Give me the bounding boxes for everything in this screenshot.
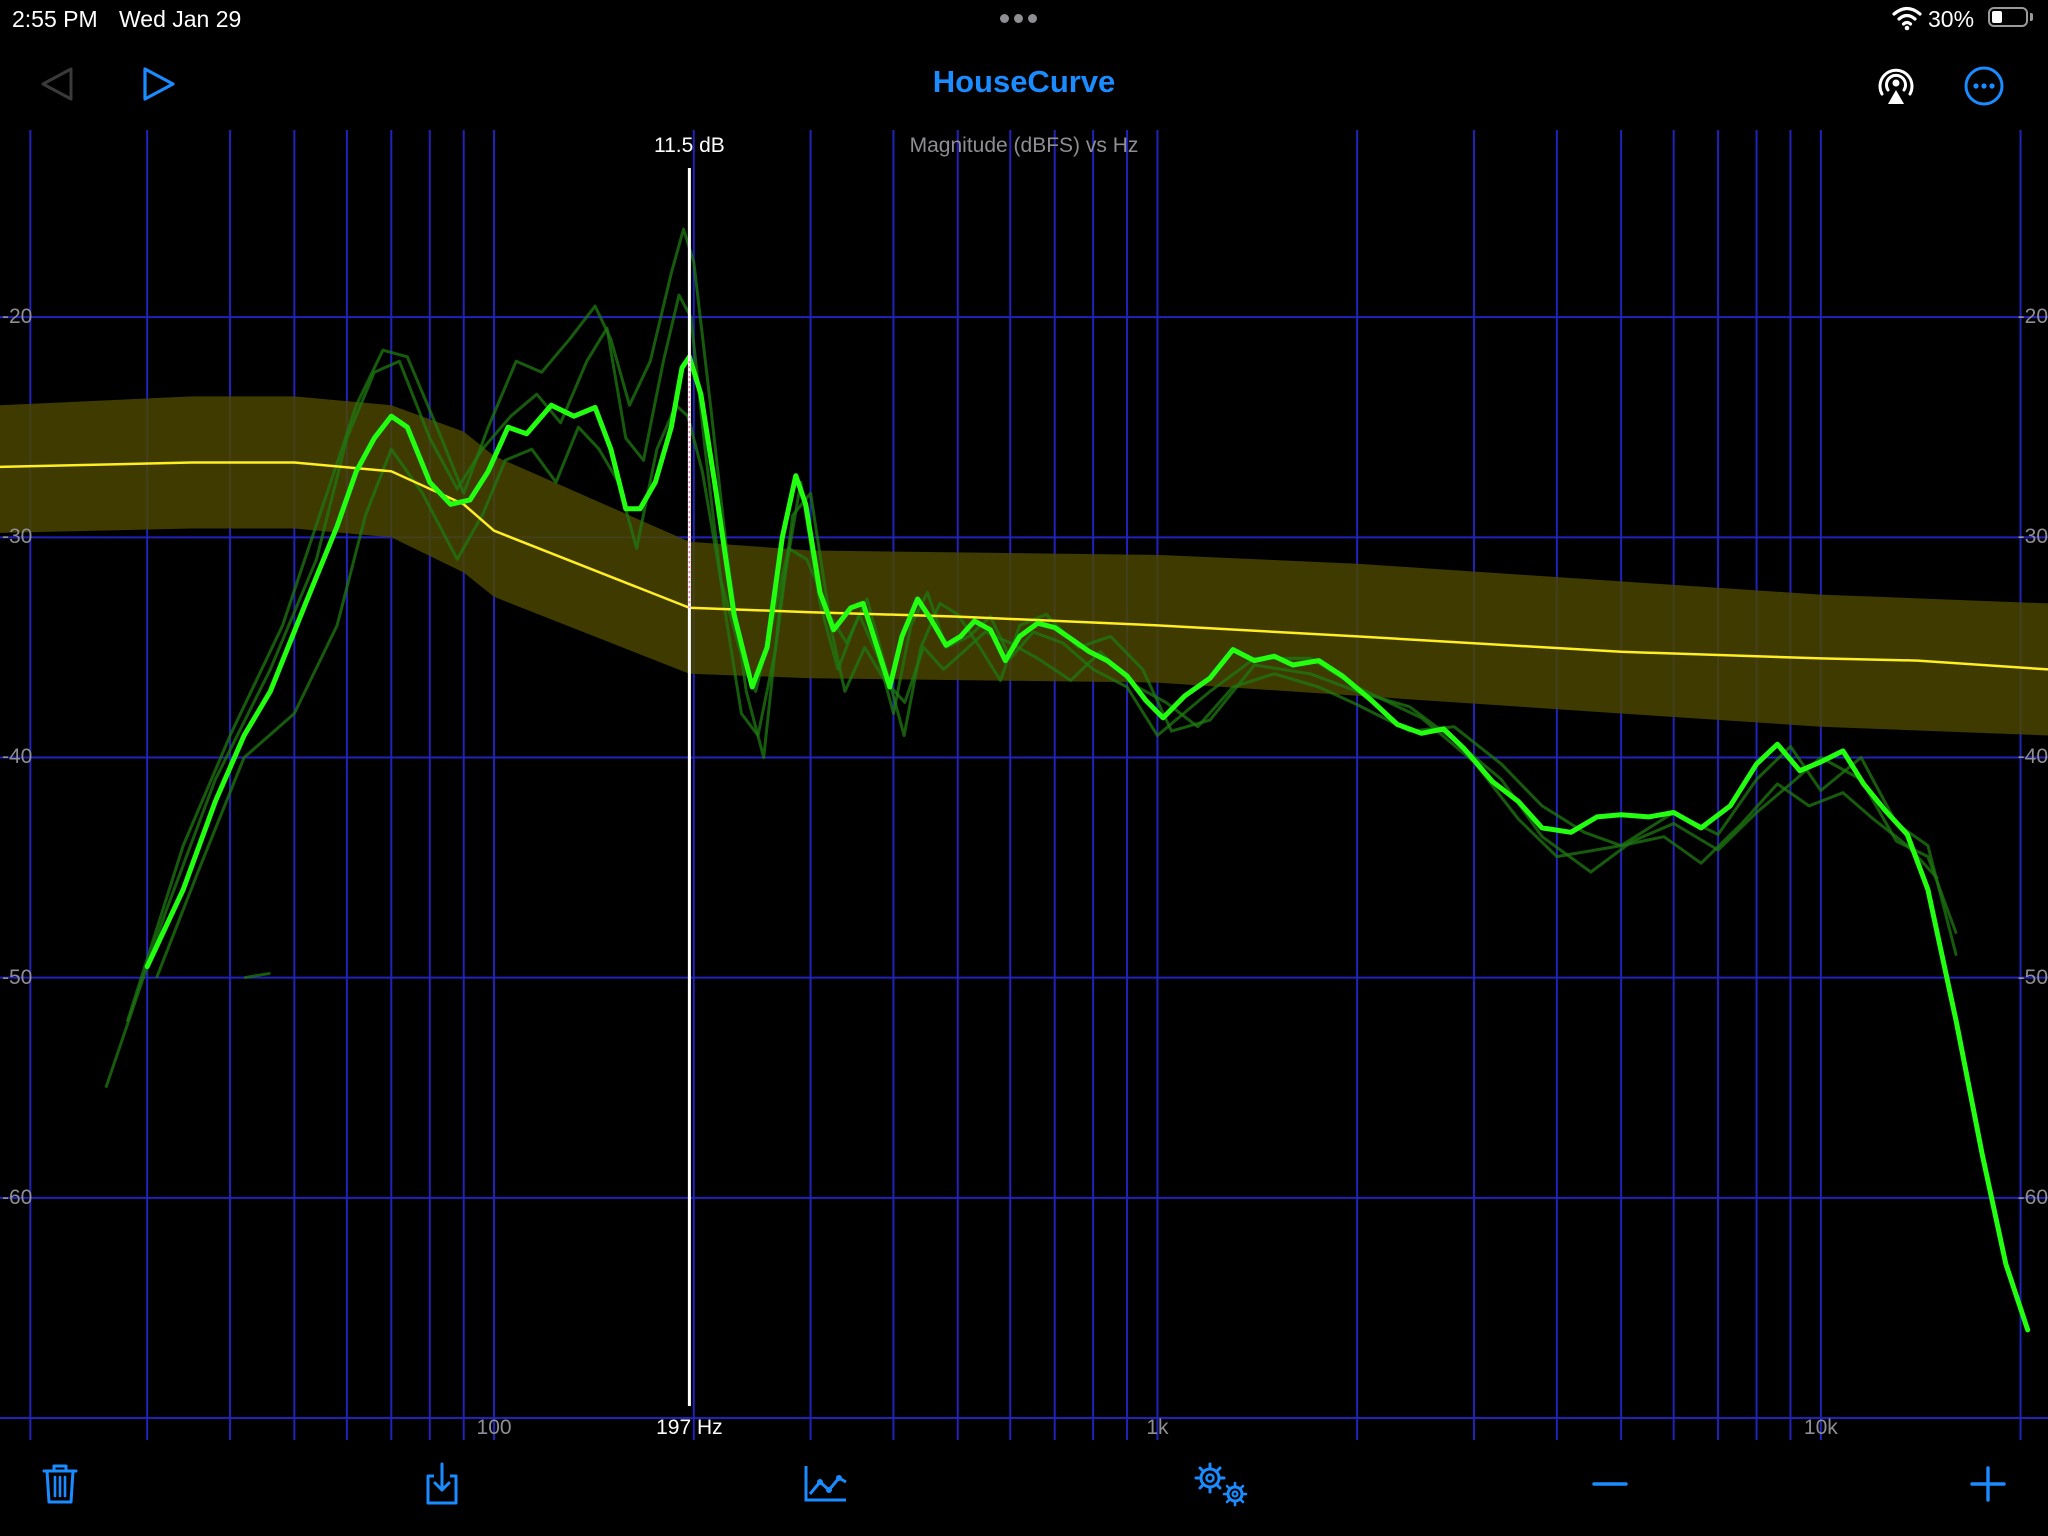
y-tick-label-left: -30 — [2, 525, 33, 549]
magnitude-chart[interactable] — [0, 130, 2048, 1440]
zoom-in-plus-icon[interactable] — [1964, 1460, 2012, 1508]
y-tick-label-left: -20 — [2, 305, 33, 329]
battery-nub — [2030, 13, 2033, 21]
status-bar: 2:55 PM Wed Jan 29 30% — [0, 0, 2048, 40]
target-band — [0, 396, 2048, 736]
target-curve-line — [0, 461, 2048, 671]
airplay-audio-icon[interactable] — [1874, 64, 1918, 108]
x-tick-label: 1k — [1146, 1416, 1169, 1439]
app-title: HouseCurve — [932, 64, 1116, 99]
status-time: 2:55 PM — [12, 6, 98, 32]
y-tick-label-left: -40 — [2, 745, 33, 769]
bottom-toolbar — [0, 1440, 2048, 1536]
y-tick-label-right: -60 — [2017, 1185, 2048, 1209]
play-icon[interactable] — [138, 64, 178, 104]
y-tick-label-right: -40 — [2017, 745, 2048, 769]
measurement-line — [243, 971, 271, 980]
status-date: Wed Jan 29 — [119, 6, 242, 32]
back-triangle-icon[interactable] — [38, 64, 78, 104]
multitasking-dots-icon[interactable] — [1000, 10, 1046, 24]
cursor-hz-label: 197 Hz — [656, 1416, 723, 1439]
average-response-line — [144, 354, 2031, 1333]
trash-icon[interactable] — [36, 1460, 84, 1508]
y-tick-label-left: -60 — [2, 1185, 33, 1209]
x-tick-label: 10k — [1803, 1416, 1838, 1439]
y-tick-label-right: -50 — [2017, 965, 2048, 989]
settings-gears-icon[interactable] — [1190, 1460, 1252, 1508]
chart-line-icon[interactable] — [802, 1460, 850, 1508]
cursor-db-label: 11.5 dB — [653, 134, 725, 157]
y-tick-label-left: -50 — [2, 965, 33, 989]
zoom-out-minus-icon[interactable] — [1586, 1460, 1634, 1508]
more-ellipsis-icon[interactable] — [1962, 64, 2006, 108]
export-icon[interactable] — [418, 1460, 466, 1508]
y-tick-label-right: -20 — [2017, 305, 2048, 329]
x-tick-label: 100 — [476, 1416, 512, 1439]
chart-title: Magnitude (dBFS) vs Hz — [909, 134, 1139, 157]
navigation-bar: HouseCurve — [0, 44, 2048, 124]
battery-icon — [1988, 7, 2028, 27]
battery-percent: 30% — [1928, 6, 1975, 32]
wifi-icon — [1892, 6, 1922, 31]
y-tick-label-right: -30 — [2017, 525, 2048, 549]
